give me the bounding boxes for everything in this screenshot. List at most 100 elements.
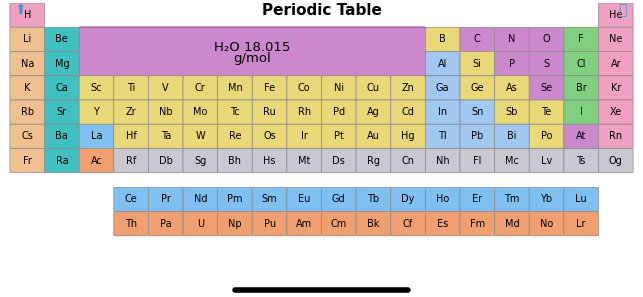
Text: Cu: Cu [367,83,380,93]
Text: Th: Th [125,219,137,229]
Text: Cm: Cm [331,219,347,229]
Text: Og: Og [609,156,622,166]
Text: Rg: Rg [367,156,380,166]
Text: Te: Te [541,107,552,117]
FancyBboxPatch shape [149,124,183,148]
Text: Hf: Hf [125,131,136,141]
Text: Na: Na [21,59,34,69]
FancyBboxPatch shape [356,148,391,173]
Text: O: O [543,34,550,44]
FancyBboxPatch shape [494,100,529,124]
Text: B: B [439,34,446,44]
FancyBboxPatch shape [44,76,79,100]
FancyBboxPatch shape [252,100,287,124]
Text: Fm: Fm [470,219,485,229]
FancyBboxPatch shape [494,187,529,211]
Text: Sr: Sr [57,107,67,117]
FancyBboxPatch shape [79,100,114,124]
Text: Hg: Hg [401,131,415,141]
FancyBboxPatch shape [426,76,460,100]
Text: Nd: Nd [194,195,207,204]
FancyBboxPatch shape [114,187,149,211]
FancyBboxPatch shape [356,76,391,100]
Text: At: At [576,131,586,141]
Text: I: I [580,107,583,117]
FancyBboxPatch shape [391,187,426,211]
FancyBboxPatch shape [460,76,494,100]
FancyBboxPatch shape [10,76,44,100]
Text: Si: Si [473,59,482,69]
FancyBboxPatch shape [114,124,149,148]
Text: F: F [578,34,584,44]
FancyBboxPatch shape [529,27,564,51]
Text: H₂O 18.015: H₂O 18.015 [214,41,291,54]
Text: Ag: Ag [367,107,380,117]
Text: Ga: Ga [436,83,449,93]
Text: Mc: Mc [505,156,519,166]
FancyBboxPatch shape [391,100,426,124]
Text: Ar: Ar [610,59,621,69]
Text: ⬆: ⬆ [14,3,26,17]
Text: Er: Er [472,195,482,204]
FancyBboxPatch shape [564,148,599,173]
Text: Ds: Ds [332,156,345,166]
FancyBboxPatch shape [79,76,114,100]
FancyBboxPatch shape [322,124,356,148]
Text: Cf: Cf [403,219,413,229]
Text: Cl: Cl [576,59,586,69]
Text: Nh: Nh [436,156,449,166]
Text: Ti: Ti [127,83,135,93]
FancyBboxPatch shape [529,211,564,236]
Text: Pa: Pa [160,219,172,229]
Text: Pb: Pb [471,131,484,141]
Text: U: U [197,219,204,229]
FancyBboxPatch shape [356,124,391,148]
FancyBboxPatch shape [217,100,252,124]
Text: Xe: Xe [610,107,622,117]
Text: Mo: Mo [193,107,208,117]
FancyBboxPatch shape [217,124,252,148]
Text: Dy: Dy [401,195,415,204]
Text: Ba: Ba [55,131,68,141]
FancyBboxPatch shape [322,211,356,236]
Text: Pm: Pm [227,195,242,204]
FancyBboxPatch shape [183,148,217,173]
Text: Rh: Rh [298,107,311,117]
Text: Ra: Ra [55,156,68,166]
FancyBboxPatch shape [599,100,633,124]
FancyBboxPatch shape [599,124,633,148]
Text: Ge: Ge [471,83,484,93]
Text: Sc: Sc [91,83,102,93]
Text: Al: Al [438,59,448,69]
Text: Rn: Rn [609,131,622,141]
FancyBboxPatch shape [426,211,460,236]
Text: In: In [438,107,448,117]
FancyBboxPatch shape [460,124,494,148]
FancyBboxPatch shape [494,76,529,100]
Text: Rf: Rf [126,156,136,166]
FancyBboxPatch shape [529,124,564,148]
Text: Os: Os [263,131,276,141]
FancyBboxPatch shape [564,211,599,236]
FancyBboxPatch shape [149,76,183,100]
FancyBboxPatch shape [287,211,322,236]
Text: No: No [540,219,553,229]
FancyBboxPatch shape [287,124,322,148]
Text: Es: Es [437,219,448,229]
FancyBboxPatch shape [217,148,252,173]
Text: Li: Li [23,34,32,44]
FancyBboxPatch shape [44,51,79,76]
Text: Fl: Fl [473,156,482,166]
FancyBboxPatch shape [494,211,529,236]
Text: Fr: Fr [23,156,32,166]
Text: Y: Y [93,107,100,117]
FancyBboxPatch shape [564,187,599,211]
Text: Periodic Table: Periodic Table [262,3,381,18]
FancyBboxPatch shape [494,124,529,148]
Text: Co: Co [298,83,311,93]
FancyBboxPatch shape [149,100,183,124]
Text: Ca: Ca [55,83,68,93]
FancyBboxPatch shape [44,27,79,51]
FancyBboxPatch shape [252,124,287,148]
FancyBboxPatch shape [391,76,426,100]
